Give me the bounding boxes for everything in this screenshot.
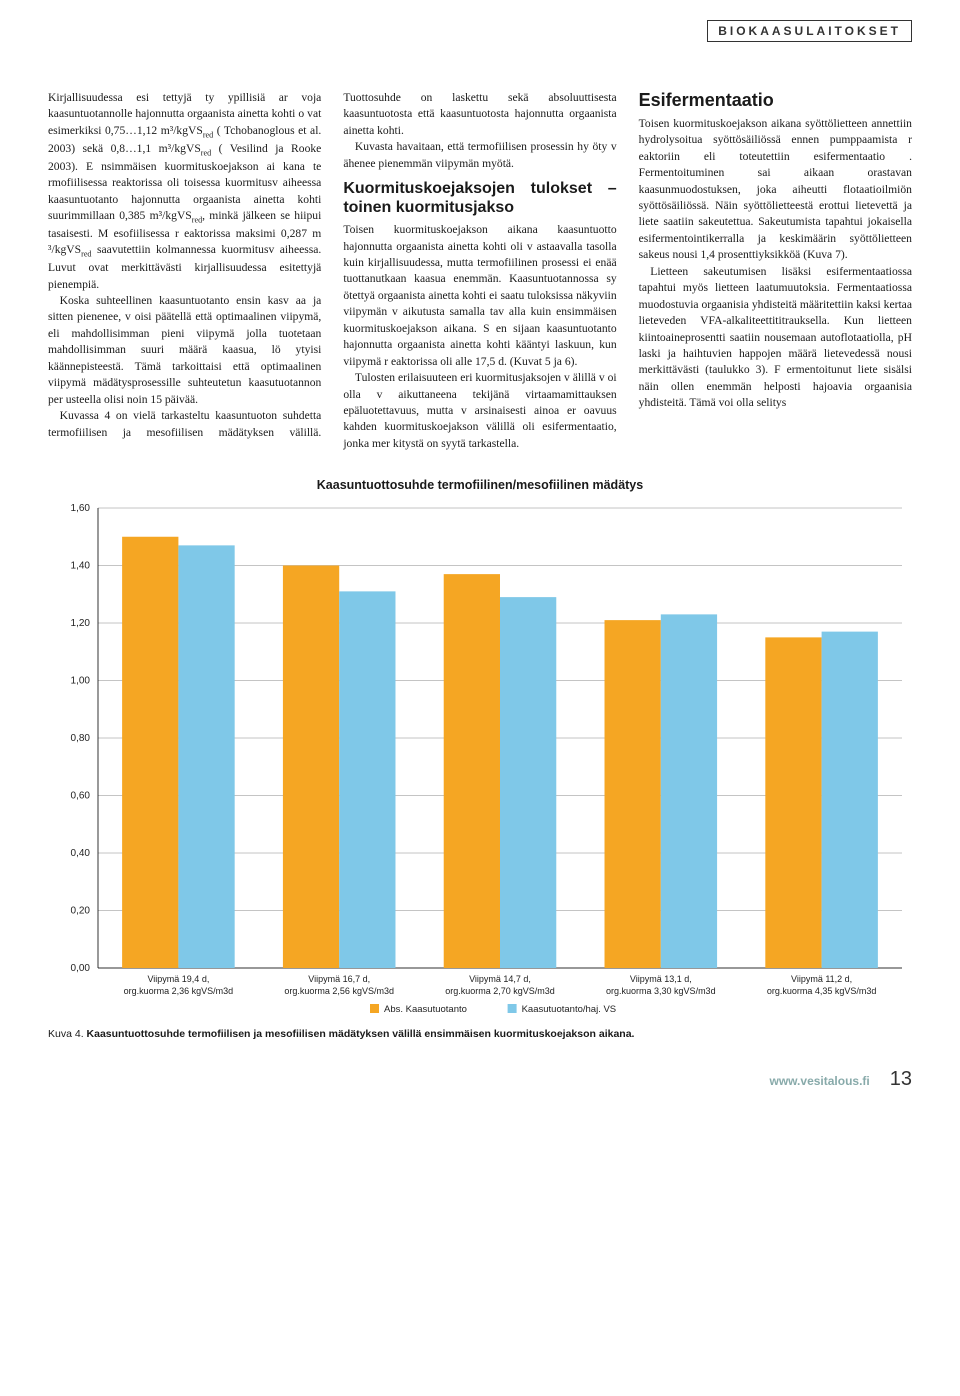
- page-number: 13: [890, 1068, 912, 1091]
- para-4: Kuvasta havaitaan, että termofiilisen pr…: [343, 139, 616, 172]
- section-tag: BIOKAASULAITOKSET: [707, 20, 912, 42]
- svg-text:Viipymä 11,2 d,: Viipymä 11,2 d,: [791, 974, 852, 984]
- svg-text:org.kuorma 2,56 kgVS/m3d: org.kuorma 2,56 kgVS/m3d: [284, 986, 394, 996]
- svg-text:0,80: 0,80: [71, 733, 91, 744]
- svg-text:1,60: 1,60: [71, 503, 91, 514]
- para-8: Lietteen sakeutumisen lisäksi esiferment…: [639, 264, 912, 412]
- svg-text:Abs. Kaasutuotanto: Abs. Kaasutuotanto: [384, 1004, 467, 1015]
- chart-title: Kaasuntuottosuhde termofiilinen/mesofiil…: [48, 478, 912, 492]
- svg-text:1,20: 1,20: [71, 618, 91, 629]
- svg-text:0,20: 0,20: [71, 906, 91, 917]
- subscript: red: [203, 130, 213, 139]
- subscript: red: [192, 215, 202, 224]
- svg-text:1,00: 1,00: [71, 676, 91, 687]
- heading-kuormitus: Kuormituskoejaksojen tulokset – toinen k…: [343, 180, 616, 217]
- subscript: red: [201, 148, 211, 157]
- chart-container: Kaasuntuottosuhde termofiilinen/mesofiil…: [48, 478, 912, 1040]
- figure-caption: Kuva 4. Kaasuntuottosuhde termofiilisen …: [48, 1028, 912, 1040]
- caption-text: Kaasuntuottosuhde termofiilisen ja mesof…: [87, 1028, 635, 1040]
- svg-text:0,00: 0,00: [71, 963, 91, 974]
- page-footer: www.vesitalous.fi 13: [48, 1068, 912, 1091]
- svg-text:Viipymä 19,4 d,: Viipymä 19,4 d,: [147, 974, 209, 984]
- svg-text:org.kuorma 2,36 kgVS/m3d: org.kuorma 2,36 kgVS/m3d: [124, 986, 234, 996]
- svg-text:0,60: 0,60: [71, 791, 91, 802]
- footer-url: www.vesitalous.fi: [770, 1074, 870, 1088]
- para-6: Tulosten erilaisuuteen eri kuormitusjaks…: [343, 370, 616, 452]
- svg-text:org.kuorma 4,35 kgVS/m3d: org.kuorma 4,35 kgVS/m3d: [767, 986, 877, 996]
- svg-text:Viipymä 16,7 d,: Viipymä 16,7 d,: [308, 974, 370, 984]
- caption-prefix: Kuva 4.: [48, 1028, 84, 1040]
- heading-esifermentaatio: Esifermentaatio: [639, 90, 912, 111]
- para-2: Koska suhteellinen kaasuntuotanto ensin …: [48, 293, 321, 408]
- svg-text:Viipymä 14,7 d,: Viipymä 14,7 d,: [469, 974, 531, 984]
- svg-text:1,40: 1,40: [71, 561, 91, 572]
- svg-text:Viipymä 13,1 d,: Viipymä 13,1 d,: [630, 974, 692, 984]
- para-1: Kirjallisuudessa esi tettyjä ty ypillisi…: [48, 90, 321, 293]
- para-7: Toisen kuormituskoejakson aikana syöttöl…: [639, 116, 912, 264]
- para-5: Toisen kuormituskoejakson aikana kaasunt…: [343, 222, 616, 370]
- svg-text:org.kuorma 3,30 kgVS/m3d: org.kuorma 3,30 kgVS/m3d: [606, 986, 716, 996]
- bar-chart: 0,00 0,20 0,40 0,60 0,80 1,00 1,20 1,40 1,60 Viip…: [48, 498, 912, 1018]
- article-body: Kirjallisuudessa esi tettyjä ty ypillisi…: [48, 90, 912, 452]
- subscript: red: [81, 250, 91, 259]
- svg-text:Kaasutuotanto/haj. VS: Kaasutuotanto/haj. VS: [522, 1004, 617, 1015]
- svg-text:0,40: 0,40: [71, 848, 91, 859]
- svg-text:org.kuorma 2,70 kgVS/m3d: org.kuorma 2,70 kgVS/m3d: [445, 986, 555, 996]
